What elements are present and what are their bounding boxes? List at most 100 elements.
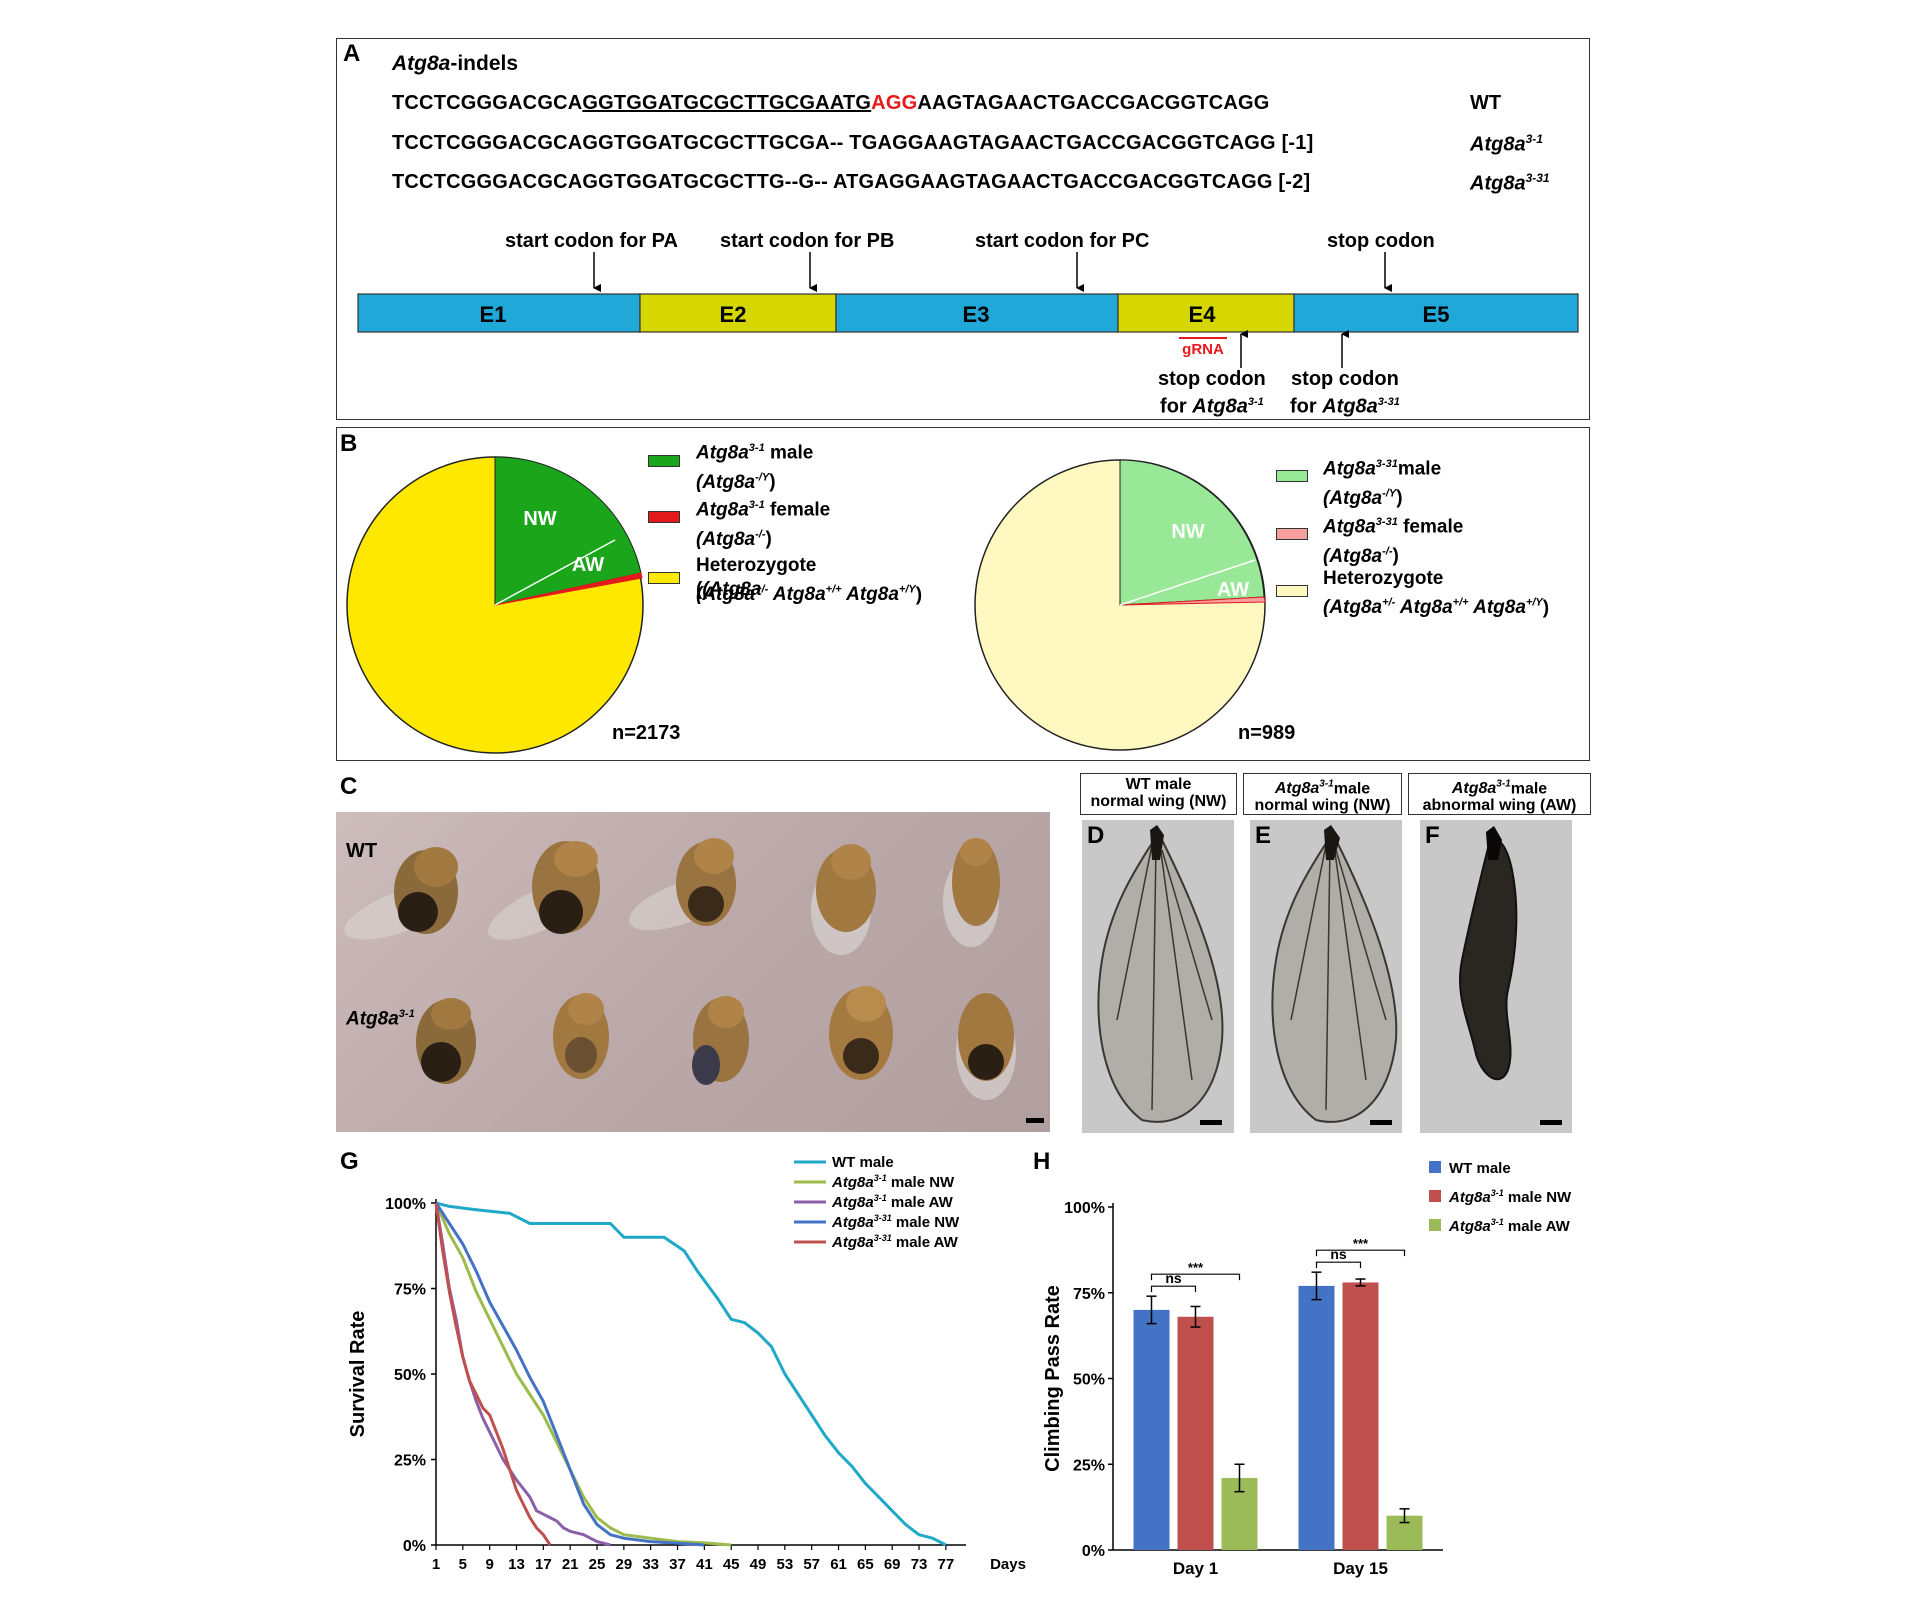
exon-e1-label: E1 <box>480 302 507 327</box>
seq-label-wt: WT <box>1470 92 1502 114</box>
exon-e3-label: E3 <box>963 302 990 327</box>
h-ns-bracket <box>1150 1285 1197 1293</box>
panel-b-frame <box>336 427 1590 761</box>
pie1-aw-label: AW <box>572 554 604 576</box>
gene-structure: E1 E2 E3 E4 E5 gRNA <box>357 252 1579 368</box>
g-y-tick-label: 25% <box>394 1453 426 1470</box>
h-legend-swatch-1 <box>1429 1190 1441 1202</box>
h-legend-swatch-0 <box>1429 1161 1441 1173</box>
legend1-female-text: Atg8a3-1 female (Atg8a-/-) <box>696 499 831 550</box>
g-x-tick-label: 25 <box>589 1556 606 1573</box>
panel-f-label: F <box>1425 822 1440 849</box>
g-x-tick-label: 45 <box>723 1556 740 1573</box>
seq-wt: TCCTCGGGACGCAGGTGGATGCGCTTGCGAATGAGGAAGT… <box>392 92 1270 115</box>
mutant-fly-1 <box>416 998 476 1084</box>
h-stars-bracket <box>1150 1273 1241 1281</box>
panel-c-label: C <box>340 773 358 800</box>
g-series-line-1 <box>434 1202 732 1547</box>
g-x-tick-label: 17 <box>535 1556 552 1573</box>
exon-e2-label: E2 <box>720 302 747 327</box>
g-x-tick-label: 33 <box>642 1556 659 1573</box>
h-legend-label-0: WT male <box>1449 1160 1511 1177</box>
g-y-tick-label: 0% <box>403 1538 426 1555</box>
wing-f-drawing <box>1458 826 1562 1125</box>
pie1-nw-aw-divider <box>494 539 616 606</box>
mutant-fly-4 <box>829 986 893 1080</box>
panel-a-label: A <box>343 40 361 67</box>
panel-h-label: H <box>1033 1148 1051 1175</box>
legend1-het-genotypes: (Atg8a+/- Atg8a+/+ Atg8a+/Y) <box>696 584 923 606</box>
panel-b-label: B <box>340 430 358 457</box>
legend1-het-swatch <box>648 572 680 584</box>
survival-chart: 0% 25% 50% 75% 100% 1 5 9 13 17 21 25 29 33 37 41 45 49 53… <box>347 1154 1026 1573</box>
pie2-aw-label: AW <box>1217 579 1249 601</box>
panel-a-title-gene: Atg8a <box>392 52 451 75</box>
h-ns-label: ns <box>1330 1246 1347 1262</box>
g-y-tick-label: 75% <box>394 1282 426 1299</box>
g-x-tick-label: 37 <box>669 1556 686 1573</box>
panel-a-title-rest: -indels <box>450 52 519 75</box>
seq-wt-suffix: AAGTAGAACTGACCGACGGTCAGG <box>917 92 1270 114</box>
h-y-axis-label: Climbing Pass Rate <box>1042 1285 1064 1472</box>
wing-photo-e: E <box>1250 820 1402 1133</box>
exon-e4-label: E4 <box>1189 302 1217 327</box>
fly-photo-drawing <box>344 838 1044 1123</box>
mutant-fly-5 <box>956 993 1016 1100</box>
g-x-tick-label: 53 <box>777 1556 794 1573</box>
exon-e5 <box>1293 293 1579 333</box>
stop-codon-m1-label: stop codon for Atg8a3-1 <box>1158 368 1266 418</box>
seq-label-m1: Atg8a3-1 <box>1470 132 1543 156</box>
start-codon-pb-label: start codon for PB <box>720 230 895 252</box>
g-x-tick-label: 61 <box>830 1556 847 1573</box>
h-ns-bracket <box>1315 1261 1362 1269</box>
seq-mutant-1: TCCTCGGGACGCAGGTGGATGCGCTTGCGA-- TGAGGAA… <box>392 132 1314 154</box>
exon-e2 <box>639 293 837 333</box>
g-y-tick-label: 50% <box>394 1367 426 1384</box>
g-x-tick-label: 29 <box>616 1556 633 1573</box>
g-x-tick-label: 73 <box>911 1556 928 1573</box>
legend2-male-swatch <box>1276 470 1308 482</box>
seq-wt-grna: GGTGGATGCGCTTGCGAATG <box>582 92 872 114</box>
h-category-label: Day 1 <box>1173 1559 1218 1578</box>
g-legend-label-2: Atg8a3-1 male AW <box>831 1193 954 1211</box>
legend1-male-swatch <box>648 455 680 467</box>
wing-d-drawing <box>1097 825 1224 1125</box>
climbing-chart: 0% 25% 50% 75% 100% Climbing Pass Rate Day 1 ns… <box>1042 1160 1572 1578</box>
g-legend-label-1: Atg8a3-1 male NW <box>831 1173 955 1191</box>
pie-chart-1: NW AW <box>346 456 644 754</box>
legend1-female-swatch <box>648 511 680 523</box>
h-category-label: Day 15 <box>1333 1559 1388 1578</box>
h-bar-0-0 <box>1133 1309 1170 1550</box>
h-legend-swatch-2 <box>1429 1219 1441 1231</box>
panel-g-label: G <box>340 1148 359 1175</box>
g-x-tick-label: 49 <box>750 1556 767 1573</box>
pie2-nw-label: NW <box>1171 521 1204 543</box>
seq-label-m2: Atg8a3-31 <box>1470 171 1550 195</box>
panel-d-header: WT male normal wing (NW) <box>1080 773 1237 815</box>
g-x-axis-label: Days <box>990 1556 1026 1573</box>
h-stars-label: *** <box>1353 1236 1369 1251</box>
g-y-tick-label: 100% <box>385 1196 426 1213</box>
h-y-tick-label: 100% <box>1064 1200 1105 1217</box>
legend1-het-text: Heterozygote ((Atg8a <box>696 555 817 600</box>
panel-a-title: Atg8a-indels <box>392 52 518 76</box>
scale-bar-c <box>1026 1118 1044 1123</box>
g-x-tick-label: 9 <box>485 1556 493 1573</box>
h-bar-1-1 <box>1342 1282 1379 1550</box>
panel-e-header: Atg8a3-1male normal wing (NW) <box>1243 773 1402 815</box>
wing-e-drawing <box>1271 825 1398 1125</box>
h-stars-bracket <box>1315 1249 1406 1257</box>
g-x-tick-label: 77 <box>938 1556 955 1573</box>
g-x-tick-label: 5 <box>459 1556 467 1573</box>
pie1-male-slice <box>494 456 642 606</box>
legend2-female-text: Atg8a3-31 female (Atg8a-/-) <box>1323 516 1464 567</box>
g-y-axis-label: Survival Rate <box>347 1311 369 1438</box>
h-y-tick-label: 75% <box>1073 1286 1105 1303</box>
exon-e5-label: E5 <box>1423 302 1450 327</box>
pie2-female-slice <box>1119 596 1266 606</box>
g-legend-label-0: WT male <box>832 1154 894 1171</box>
panel-e-label: E <box>1255 822 1272 849</box>
pie2-n: n=989 <box>1238 722 1296 744</box>
legend1-male-text: Atg8a3-1 male (Atg8a-/Y) <box>696 442 814 493</box>
legend2-het-swatch <box>1276 585 1308 597</box>
